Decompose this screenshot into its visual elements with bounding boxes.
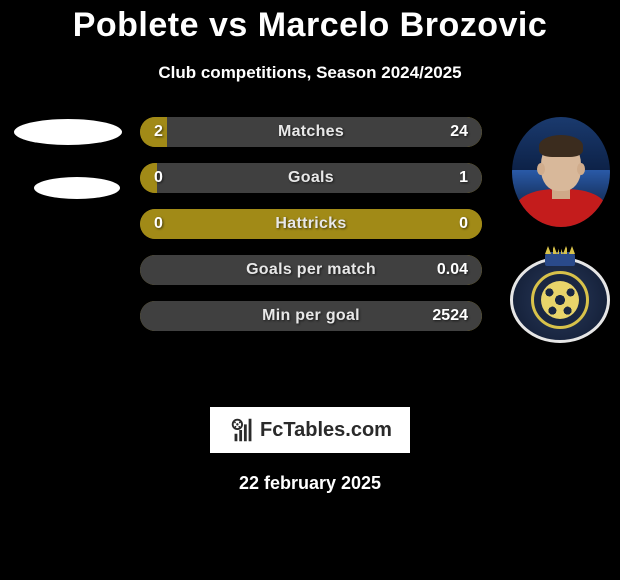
brand-logo-icon [228, 415, 258, 445]
stat-value-left: 0 [154, 215, 163, 233]
stat-value-right: 24 [450, 123, 468, 141]
avatar-hair [539, 135, 583, 157]
page-title: Poblete vs Marcelo Brozovic [0, 6, 620, 45]
stat-bars: 2 24 Matches 0 1 Goals 0 0 Hattricks 0.04 Goals pe… [140, 117, 482, 347]
player-left-placeholder-2 [34, 177, 120, 199]
stat-value-left: 0 [154, 169, 163, 187]
stat-label: Min per goal [262, 307, 360, 325]
stat-row: 0.04 Goals per match [140, 255, 482, 285]
player-right-avatar [512, 117, 610, 227]
stat-value-right: 0.04 [437, 261, 468, 279]
player-right-column [500, 117, 610, 343]
stat-label: Matches [278, 123, 344, 141]
crest-crown-icon [545, 252, 575, 266]
stat-label: Hattricks [275, 215, 346, 233]
avatar-ear [577, 163, 585, 175]
comparison-body: 2 24 Matches 0 1 Goals 0 0 Hattricks 0.04 Goals pe… [0, 117, 620, 377]
stat-row: 0 0 Hattricks [140, 209, 482, 239]
stat-row: 0 1 Goals [140, 163, 482, 193]
player-left-placeholder-1 [14, 119, 122, 145]
brand-text: FcTables.com [260, 419, 392, 442]
stat-row: 2524 Min per goal [140, 301, 482, 331]
infographic-date: 22 february 2025 [0, 473, 620, 494]
crest-ball-icon [541, 281, 579, 319]
player-left-column [8, 117, 128, 199]
stat-row: 2 24 Matches [140, 117, 482, 147]
page-subtitle: Club competitions, Season 2024/2025 [0, 63, 620, 83]
brand-badge: FcTables.com [210, 407, 410, 453]
stat-label: Goals per match [246, 261, 376, 279]
stat-value-right: 2524 [432, 307, 468, 325]
player-right-club-crest [510, 257, 610, 343]
stat-value-right: 1 [459, 169, 468, 187]
stat-value-right: 0 [459, 215, 468, 233]
stat-label: Goals [288, 169, 334, 187]
comparison-infographic: Poblete vs Marcelo Brozovic Club competi… [0, 0, 620, 494]
stat-value-left: 2 [154, 123, 163, 141]
